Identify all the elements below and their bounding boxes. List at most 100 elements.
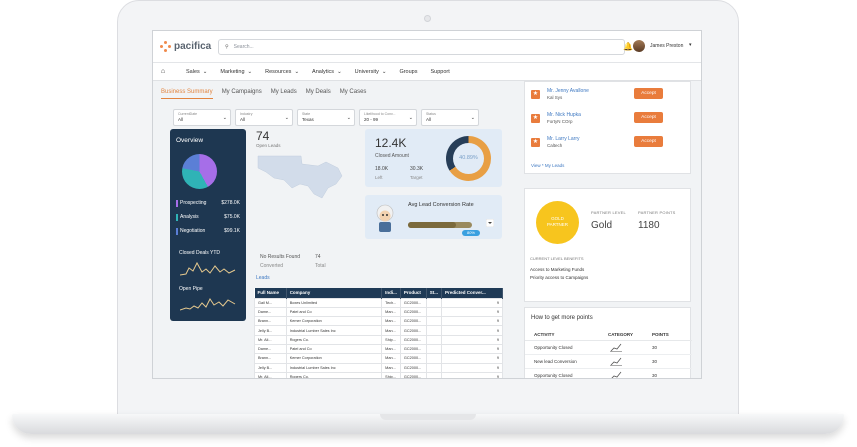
star-icon: ★ bbox=[531, 138, 540, 147]
accept-button[interactable]: Accept bbox=[634, 88, 663, 99]
column-header[interactable]: Product bbox=[400, 288, 427, 298]
filter-label: Status bbox=[426, 112, 436, 116]
referral-name[interactable]: Mr. Nick Hupka bbox=[547, 112, 581, 118]
column-header[interactable]: Company bbox=[286, 288, 383, 298]
avatar[interactable] bbox=[633, 40, 645, 52]
category-header: CATEGORY bbox=[608, 332, 634, 337]
table-row[interactable]: Brann... Kemer Corporation Man... GC2000...… bbox=[254, 353, 503, 364]
accept-button[interactable]: Accept bbox=[634, 112, 663, 123]
table-row[interactable]: Mr. Ali... Rogers Co. Ship... GC2000... 9 bbox=[254, 334, 503, 346]
referrals-card: View * My Leads ★ Mr. Jenny Avallone Kal S… bbox=[524, 81, 691, 174]
table-row[interactable]: Dame... Patel and Co Man... GC2000... 9 bbox=[254, 306, 503, 318]
tab-my-deals[interactable]: My Deals bbox=[305, 89, 331, 95]
filter-dropdown[interactable]: Likelihood to Conv... 20 - 99 ⌄ bbox=[359, 109, 417, 126]
total-leads-value: 74 bbox=[315, 254, 321, 260]
table-row[interactable]: Gail M... Boxes Unlimited Tech... GC2000...… bbox=[254, 297, 503, 308]
overview-row-label: Analysis bbox=[180, 214, 199, 220]
legend-swatch bbox=[176, 200, 178, 207]
referral-company: Caltech bbox=[547, 143, 563, 148]
filter-dropdown[interactable]: CurrentDate All ⌄ bbox=[173, 109, 231, 126]
chevron-down-icon[interactable]: ⌄ bbox=[294, 68, 300, 75]
conversion-track[interactable] bbox=[408, 222, 472, 228]
chevron-down-icon[interactable]: ⌄ bbox=[381, 68, 387, 75]
table-cell: GC2000... bbox=[399, 353, 427, 364]
search-icon: ⚲ bbox=[225, 44, 229, 50]
laptop-notch bbox=[380, 414, 476, 420]
gold-partner-badge: GOLD PARTNER bbox=[536, 201, 579, 244]
texas-map[interactable] bbox=[256, 154, 356, 199]
table-cell: Kemer Corporation bbox=[285, 353, 383, 364]
overview-row: Negotiation $99.1K bbox=[176, 228, 240, 235]
left-value: 18.0K bbox=[375, 166, 389, 172]
referral-name[interactable]: Mr. Jenny Avallone bbox=[547, 88, 589, 94]
accept-button[interactable]: Accept bbox=[634, 136, 663, 147]
chevron-down-icon[interactable]: ⌄ bbox=[337, 68, 342, 75]
nav-item-analytics[interactable]: Analytics bbox=[312, 68, 335, 75]
table-cell: GC2000... bbox=[399, 362, 427, 373]
filter-dropdown[interactable]: Status All ⌄ bbox=[421, 109, 479, 126]
overview-row-label: Prospecting bbox=[180, 200, 207, 206]
activity-header: ACTIVITY bbox=[534, 332, 555, 337]
target-label: Target bbox=[410, 175, 423, 180]
view-my-leads-link[interactable]: View * My Leads bbox=[531, 163, 565, 168]
table-cell: GC2000... bbox=[399, 325, 427, 336]
filter-bar: CurrentDate All ⌄ Industry All ⌄ State Texas ⌄ Li… bbox=[173, 109, 479, 126]
table-cell: Dame... bbox=[254, 306, 287, 318]
table-cell bbox=[425, 325, 443, 336]
table-row[interactable]: Jelly B... Industrial Lumber Sales Inc Man… bbox=[254, 325, 503, 336]
column-header[interactable]: St... bbox=[426, 288, 443, 298]
search-input[interactable]: ⚲ Search... bbox=[218, 39, 625, 55]
nav-item-marketing[interactable]: Marketing bbox=[220, 68, 245, 75]
table-cell: Man... bbox=[381, 316, 401, 327]
open-leads-label: Open Leads bbox=[256, 143, 281, 148]
home-icon[interactable]: ⌂ bbox=[160, 68, 166, 75]
target-value: 30.3K bbox=[410, 166, 424, 172]
nav-item-groups[interactable]: Groups bbox=[399, 68, 418, 75]
table-cell: 9 bbox=[441, 353, 503, 364]
table-row[interactable]: Dame... Patel and Co Man... GC2000... 9 bbox=[254, 343, 503, 355]
chevron-down-icon[interactable]: ⌄ bbox=[202, 68, 208, 75]
column-header[interactable]: Full Name bbox=[254, 288, 287, 298]
chevron-down-icon: ⌄ bbox=[346, 115, 351, 121]
nav-item-resources[interactable]: Resources bbox=[265, 68, 292, 75]
leads-table-title[interactable]: Leads bbox=[256, 275, 270, 281]
table-row[interactable]: Brann... Kemer Corporation Man... GC2000...… bbox=[254, 316, 503, 327]
table-cell bbox=[425, 297, 443, 308]
table-row[interactable]: Mr. Ali... Rogers Co. Ship... GC2000... 9 bbox=[254, 371, 503, 378]
filter-dropdown[interactable]: State Texas ⌄ bbox=[297, 109, 355, 126]
table-cell: GC2000... bbox=[399, 297, 427, 308]
table-cell: Brann... bbox=[254, 353, 287, 364]
logo[interactable]: pacifica bbox=[160, 41, 211, 52]
webcam bbox=[424, 15, 431, 22]
nav-item-sales[interactable]: Sales bbox=[186, 68, 200, 75]
tab-my-cases[interactable]: My Cases bbox=[339, 89, 367, 95]
tab-my-campaigns[interactable]: My Campaigns bbox=[221, 89, 262, 95]
table-cell: Mr. Ali... bbox=[254, 334, 287, 346]
column-header[interactable]: Predicted Conver... bbox=[441, 288, 503, 298]
chevron-down-icon: ⌄ bbox=[222, 115, 227, 121]
table-cell: Man... bbox=[381, 306, 401, 318]
nav-item-university[interactable]: University bbox=[354, 68, 379, 75]
bell-icon[interactable]: 🔔 bbox=[623, 42, 633, 51]
app-screen: pacifica ⚲ Search... 🔔 James Preston ▾ ⌂… bbox=[152, 30, 702, 379]
benefit-2: Priority access to Campaigns bbox=[530, 275, 589, 280]
filter-dropdown[interactable]: Industry All ⌄ bbox=[235, 109, 293, 126]
conversion-menu-icon[interactable] bbox=[486, 219, 494, 227]
tab-bar: Business Summary My Campaigns My Leads My D… bbox=[161, 89, 375, 99]
chevron-down-icon[interactable]: ⌄ bbox=[247, 68, 253, 75]
table-cell: 9 bbox=[441, 343, 503, 355]
nav-item-support[interactable]: Support bbox=[430, 68, 450, 75]
user-menu-chevron-icon[interactable]: ▾ bbox=[689, 42, 692, 48]
closed-amount-card: 12.4K Closed Amount 18.0K 30.3K Left Tar… bbox=[365, 129, 502, 187]
table-cell bbox=[425, 334, 443, 346]
points-header: POINTS bbox=[652, 332, 669, 337]
column-header[interactable]: Indi... bbox=[381, 288, 401, 298]
table-row[interactable]: Jelly B... Industrial Lumber Sales Inc Man… bbox=[254, 362, 503, 373]
open-leads-card: 74 Open Leads bbox=[256, 129, 356, 239]
referral-row: ★ Mr. Larry Larry Caltech Accept bbox=[531, 136, 686, 154]
referral-name[interactable]: Mr. Larry Larry bbox=[547, 136, 580, 142]
user-name[interactable]: James Preston bbox=[650, 43, 684, 49]
tab-business-summary[interactable]: Business Summary bbox=[161, 89, 213, 99]
tab-my-leads[interactable]: My Leads bbox=[270, 89, 297, 95]
partner-points-value: 1180 bbox=[638, 220, 660, 231]
